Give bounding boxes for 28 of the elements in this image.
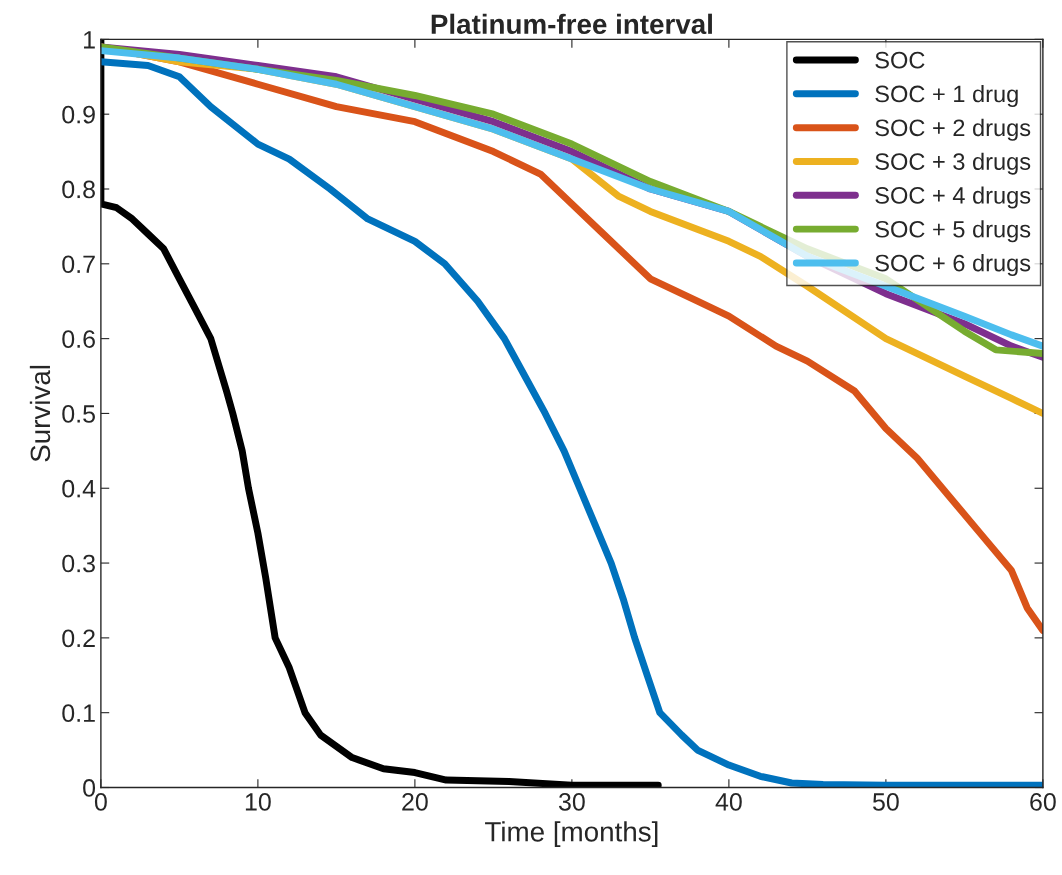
y-axis-title: Survival <box>29 365 51 462</box>
legend-label: SOC <box>875 51 925 69</box>
y-tick-label: 0.1 <box>62 704 95 722</box>
y-tick-label: 0.4 <box>62 479 96 498</box>
x-axis-title: Time [months] <box>485 821 658 848</box>
legend-label: SOC + 1 drug <box>875 85 1018 108</box>
legend-label: SOC + 4 drugs <box>875 186 1031 209</box>
legend-label: SOC + 3 drugs <box>875 152 1031 175</box>
y-tick-label: 0.3 <box>62 554 95 573</box>
legend-label: SOC + 5 drugs <box>875 220 1031 243</box>
x-tick-label: 10 <box>245 793 271 811</box>
x-tick-label: 60 <box>1030 793 1056 811</box>
x-tick-label: 40 <box>715 793 742 811</box>
y-tick-label: 0.8 <box>62 180 95 199</box>
y-tick-label: 0.7 <box>62 255 95 274</box>
x-tick-label: 30 <box>558 793 585 811</box>
y-tick-label: 0.6 <box>62 330 95 348</box>
y-tick-label: 0.9 <box>62 105 95 124</box>
y-tick-label: 0.5 <box>62 405 95 423</box>
chart-title: Platinum-free interval <box>431 13 712 35</box>
legend-label: SOC + 6 drugs <box>875 254 1031 277</box>
y-tick-label: 0 <box>83 779 96 797</box>
y-tick-label: 0.2 <box>62 629 95 648</box>
legend-label: SOC + 2 drugs <box>875 118 1031 141</box>
x-tick-label: 50 <box>872 793 899 811</box>
x-tick-label: 0 <box>94 793 107 811</box>
y-tick-label: 1 <box>84 31 95 49</box>
x-tick-label: 20 <box>402 793 428 811</box>
